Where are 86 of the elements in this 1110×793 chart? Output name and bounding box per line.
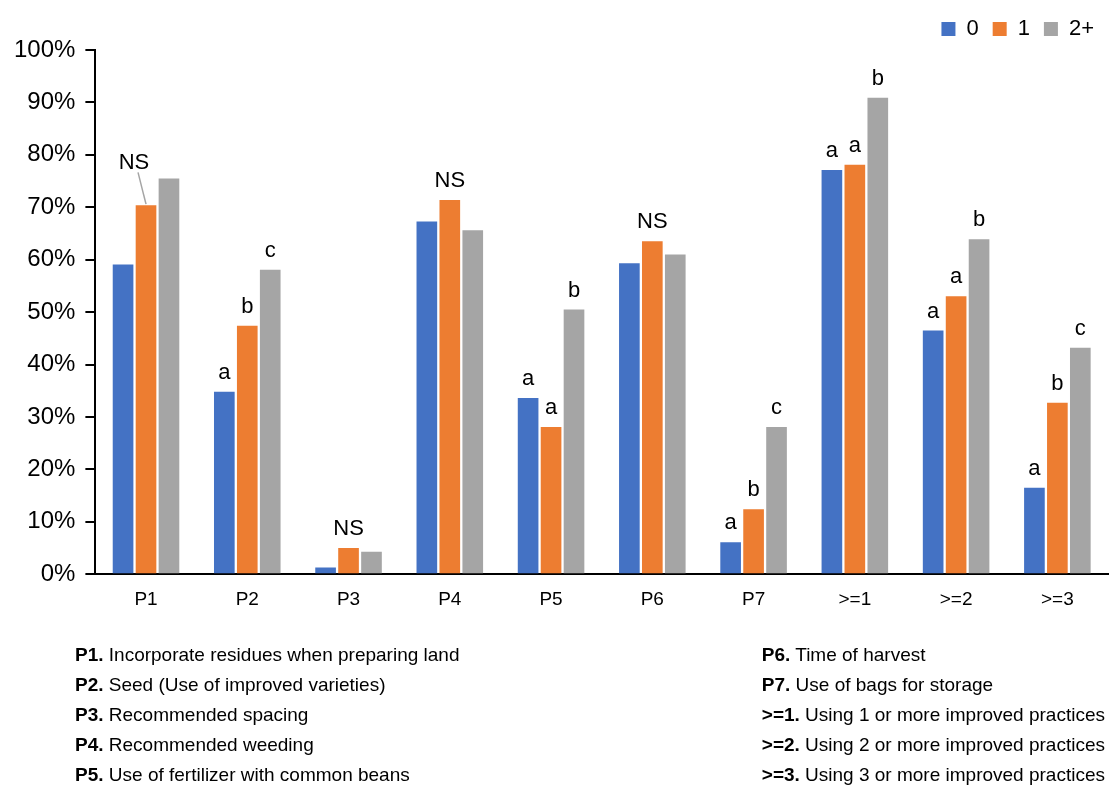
data-label: c — [1074, 314, 1086, 340]
legend-label: 1 — [1017, 15, 1030, 41]
bar — [945, 296, 967, 574]
text: P7. Use of bags for storage — [761, 673, 995, 697]
x-tick-label: P1 — [134, 587, 158, 609]
y-tick-label: 90% — [27, 87, 76, 115]
x-tick-label: P3 — [336, 587, 361, 609]
legend-label: 2+ — [1068, 15, 1095, 41]
bar — [338, 547, 359, 574]
bar — [416, 221, 438, 574]
bar — [720, 542, 741, 574]
text: >=1. Using 1 or more improved practices — [761, 703, 1105, 727]
text: >=2. Using 2 or more improved practices — [761, 733, 1105, 757]
bar — [1024, 487, 1045, 574]
data-label: a — [825, 137, 839, 163]
legend-label: 0 — [966, 15, 979, 41]
data-label: a — [949, 263, 963, 289]
bar — [439, 199, 461, 574]
data-label: b — [972, 206, 986, 232]
text: P2. Seed (Use of improved varieties) — [75, 673, 387, 697]
bar — [517, 398, 539, 574]
bar — [112, 264, 134, 574]
bar — [1047, 402, 1068, 574]
data-label: NS — [333, 515, 364, 541]
bar — [259, 269, 281, 574]
data-label: b — [1051, 369, 1064, 395]
data-label: a — [724, 509, 738, 535]
y-tick-label: 70% — [27, 191, 76, 219]
bar — [922, 330, 944, 574]
data-label: a — [848, 131, 862, 157]
x-tick-label: >=1 — [838, 587, 872, 609]
data-label: c — [264, 236, 276, 262]
data-label: b — [567, 276, 581, 302]
text: >=3. Using 3 or more improved practices — [761, 763, 1105, 787]
bar — [135, 205, 157, 574]
text: P5. Use of fertilizer with common beans — [75, 763, 411, 787]
bar — [361, 551, 382, 574]
x-tick-label: >=3 — [1040, 587, 1074, 609]
data-label: a — [1028, 454, 1042, 480]
x-tick-label: P2 — [235, 587, 259, 609]
y-tick-label: 30% — [27, 401, 76, 429]
bar — [619, 263, 640, 574]
bar — [844, 164, 866, 574]
text: P1. Incorporate residues when preparing land — [75, 643, 460, 667]
x-tick-label: P7 — [741, 587, 766, 609]
y-tick-label: 80% — [27, 139, 76, 167]
x-tick-label: P5 — [539, 587, 563, 609]
data-label: NS — [434, 166, 466, 192]
data-label: c — [771, 393, 783, 419]
bar — [315, 567, 336, 574]
x-tick-label: P4 — [438, 587, 462, 609]
data-label: NS — [637, 208, 668, 234]
bar — [1069, 347, 1091, 574]
data-label: b — [241, 292, 254, 318]
text: P6. Time of harvest — [761, 643, 927, 667]
bar — [236, 325, 258, 574]
bar — [158, 178, 180, 574]
y-tick-label: 20% — [27, 453, 76, 481]
data-label: b — [871, 64, 884, 90]
x-tick-label: >=2 — [939, 587, 973, 609]
y-tick-label: 10% — [27, 506, 76, 534]
y-tick-label: 60% — [27, 244, 76, 272]
y-tick-label: 0% — [40, 558, 76, 586]
bar — [213, 391, 235, 574]
text: P4. Recommended weeding — [75, 733, 315, 757]
bar — [641, 241, 663, 574]
data-label: a — [927, 297, 941, 323]
data-label: a — [218, 358, 232, 384]
data-label: a — [521, 365, 535, 391]
bar — [968, 239, 990, 574]
bar — [563, 309, 585, 574]
bar — [540, 426, 562, 574]
x-tick-label: P6 — [640, 587, 664, 609]
y-tick-label: 40% — [27, 349, 76, 377]
bar — [664, 254, 686, 574]
bar — [766, 426, 787, 574]
bar — [743, 509, 764, 574]
y-tick-label: 100% — [13, 34, 76, 62]
bar — [821, 170, 843, 574]
data-label: NS — [118, 149, 150, 175]
y-tick-label: 50% — [27, 296, 76, 324]
bar — [867, 97, 889, 574]
bar — [462, 230, 484, 574]
data-label: a — [544, 393, 558, 419]
text: P3. Recommended spacing — [75, 703, 310, 727]
data-label: b — [747, 476, 760, 502]
